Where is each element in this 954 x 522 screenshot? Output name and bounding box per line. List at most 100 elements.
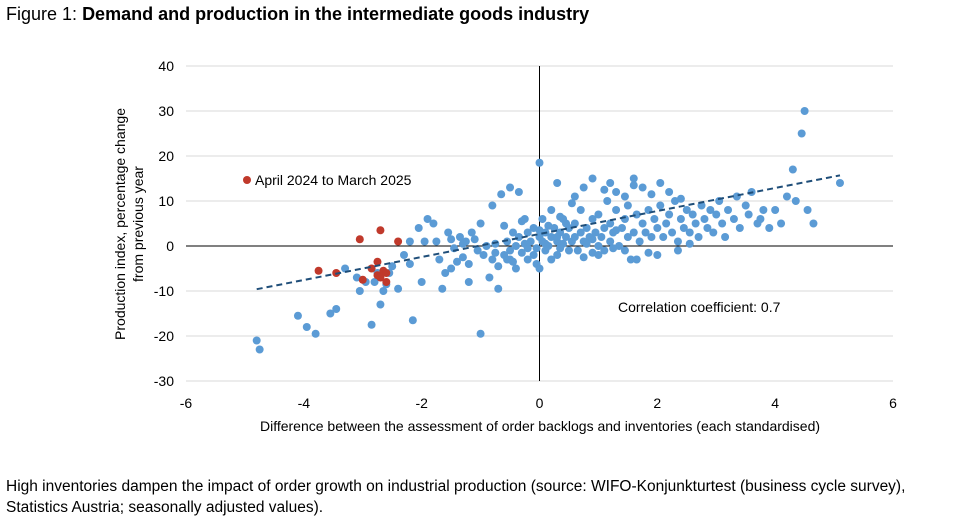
data-point [797,129,806,138]
data-point [314,266,323,275]
data-point [547,233,556,241]
data-point [600,246,609,255]
data-point [547,206,556,214]
data-point [673,237,682,246]
data-point [623,201,632,210]
data-point [447,264,456,273]
y-tick-label: 0 [166,238,174,254]
correlation-annotation: Correlation coefficient: 0.7 [618,299,781,315]
data-point [511,242,520,250]
data-point [788,165,797,174]
data-point [464,260,473,268]
data-point [653,251,662,259]
data-point [562,233,571,241]
data-point [447,235,456,244]
data-points [252,107,844,354]
data-point [562,219,571,228]
data-point [694,233,703,241]
data-point [570,219,579,228]
data-point [556,212,565,221]
data-point [644,248,653,257]
data-point [405,237,414,246]
data-point [503,255,512,264]
data-point [506,246,515,255]
data-point [382,278,391,286]
data-point [638,219,647,228]
data-point [724,206,733,214]
data-point [756,215,765,223]
data-point [588,235,597,244]
data-point [594,242,603,250]
trendline [256,174,841,291]
data-point [597,233,606,241]
data-point [379,287,388,295]
data-point [508,228,517,237]
data-point [376,226,385,235]
data-point [606,219,615,228]
data-point [647,190,656,199]
data-point [494,262,503,271]
data-point [523,228,532,237]
data-point [632,255,641,264]
data-point [594,210,603,219]
data-point [682,206,691,214]
data-point [332,305,341,313]
axes [186,66,893,381]
data-point [514,188,523,196]
figure-label: Figure 1: [6,4,78,24]
data-point [529,251,538,259]
data-point [685,228,694,237]
data-point [777,219,786,228]
data-point [520,215,529,223]
y-tick-label: -30 [154,373,174,389]
data-point [414,224,423,232]
x-tick-label: 2 [653,395,661,411]
data-point [541,239,550,248]
data-point [535,158,544,167]
data-point [394,237,403,246]
y-tick-label: 20 [158,148,174,164]
data-point [732,192,741,201]
data-point [579,253,588,262]
data-point [606,237,615,246]
data-point [612,188,621,196]
data-point [506,183,515,192]
x-tick-label: 6 [889,395,897,411]
data-point [538,215,547,223]
data-point [691,219,700,228]
y-axis-label-line: Production index, percentage change [112,108,128,340]
data-point [579,183,588,192]
data-point [629,174,638,183]
data-point [609,244,618,253]
data-point [576,228,585,237]
data-point [470,235,479,244]
data-point [759,206,768,214]
data-point [405,260,414,268]
data-point [255,345,264,354]
data-point [500,221,509,230]
data-point [638,183,647,192]
y-axis-label-line: from previous year [130,166,146,282]
data-point [632,210,641,219]
data-point [494,284,503,293]
data-point [612,226,621,235]
data-point [570,192,579,201]
data-point [835,179,844,187]
data-point [668,228,677,237]
data-point [629,228,638,237]
data-point [673,246,682,255]
data-point [706,206,715,214]
data-point [623,233,632,241]
data-point [626,255,635,264]
data-point [635,237,644,246]
data-point [432,237,441,246]
data-point [293,311,302,320]
data-point [476,219,485,228]
data-point [573,246,582,255]
trendline-group [256,174,841,291]
data-point [455,233,464,241]
x-tick-label: -6 [180,395,193,411]
y-axis-label: Production index, percentage change from … [112,108,146,340]
data-point [523,244,532,253]
